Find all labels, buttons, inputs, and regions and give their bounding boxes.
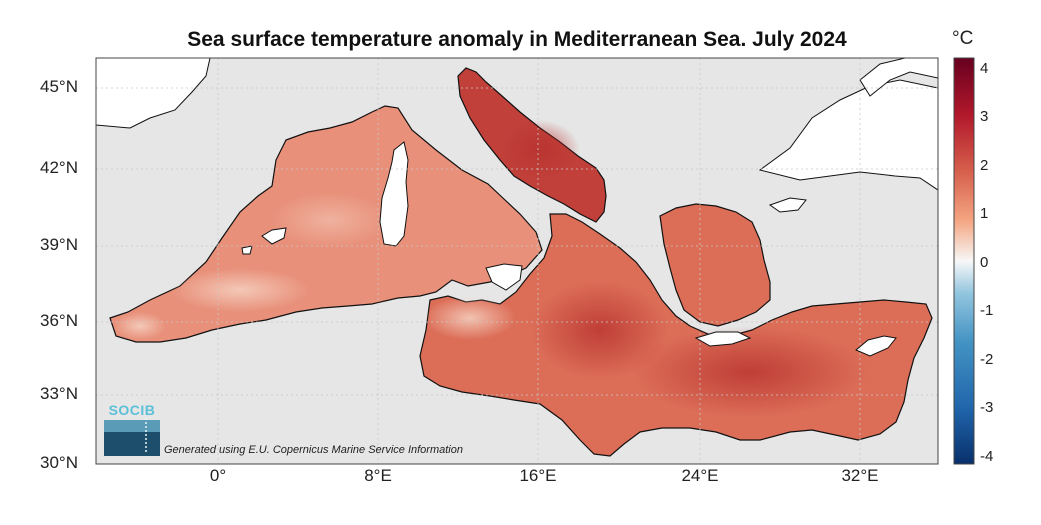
- cool-patch: [424, 296, 516, 340]
- map-title: Sea surface temperature anomaly in Medit…: [187, 28, 847, 51]
- colorbar-tick-label: -4: [980, 448, 994, 465]
- colorbar-tick-label: -2: [980, 351, 994, 368]
- cool-patch: [114, 312, 166, 340]
- warm-patch: [630, 326, 870, 418]
- land-black-sea-region: [758, 79, 938, 191]
- y-tick-label: 39°N: [40, 235, 78, 254]
- island-sicily: [485, 263, 523, 291]
- colorbar-tick-label: -1: [980, 302, 994, 319]
- land-marmara: [768, 197, 807, 213]
- x-tick-label: 0°: [209, 466, 227, 485]
- colorbar-tick-label: 2: [980, 157, 989, 174]
- cool-patch: [170, 268, 310, 312]
- island-balearic-small: [241, 245, 253, 255]
- warm-patch: [500, 120, 580, 180]
- land-caspian-north: [859, 58, 938, 97]
- colorbar-tick-label: 0: [980, 254, 989, 271]
- y-tick-label: 36°N: [40, 311, 78, 330]
- data-credit: Generated using E.U. Copernicus Marine S…: [164, 444, 463, 456]
- warm-patch: [530, 280, 670, 380]
- colorbar: [953, 57, 975, 465]
- y-tick-label: 42°N: [40, 158, 78, 177]
- island-crete: [694, 331, 752, 347]
- colorbar-tick-label: 1: [980, 205, 989, 222]
- colorbar-unit: °C: [952, 28, 974, 49]
- y-tick-label: 33°N: [40, 384, 78, 403]
- x-tick-label: 24°E: [681, 466, 719, 485]
- island-balearic: [261, 227, 287, 245]
- socib-logo-text: SOCIB: [108, 402, 156, 418]
- island-cyprus: [855, 335, 897, 357]
- cool-patch: [270, 192, 390, 248]
- socib-logo: SOCIB: [104, 402, 160, 456]
- colorbar-tick-label: -3: [980, 399, 994, 416]
- x-tick-label: 16°E: [519, 466, 557, 485]
- x-tick-label: 32°E: [841, 466, 879, 485]
- colorbar-tick-label: 3: [980, 108, 989, 125]
- y-tick-label: 45°N: [40, 77, 78, 96]
- grid: [96, 58, 938, 464]
- x-tick-label: 8°E: [364, 466, 392, 485]
- sea-aegean: [659, 203, 771, 327]
- y-tick-label: 30°N: [40, 453, 78, 472]
- land-europe-west: [96, 58, 211, 129]
- plot-frame: [95, 57, 939, 465]
- colorbar-tick-label: 4: [980, 60, 989, 77]
